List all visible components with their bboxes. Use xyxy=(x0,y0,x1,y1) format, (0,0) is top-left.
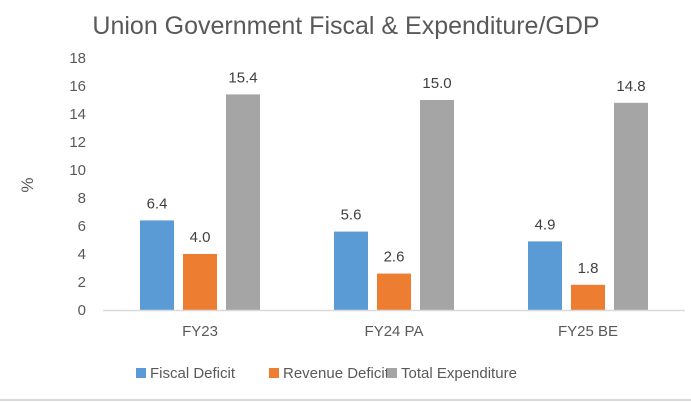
legend-item: Revenue Deficit xyxy=(269,365,390,382)
y-tick-label: 12 xyxy=(69,134,86,151)
bar-total-expenditure xyxy=(420,100,454,310)
legend-label: Revenue Deficit xyxy=(283,365,390,382)
legend-label: Fiscal Deficit xyxy=(150,365,236,382)
data-label: 4.0 xyxy=(190,229,211,246)
bar-revenue-deficit xyxy=(571,284,605,310)
y-tick-label: 10 xyxy=(69,162,86,179)
bar-revenue-deficit xyxy=(377,273,411,310)
category-labels: FY23 FY24 PA FY25 BE xyxy=(182,323,618,340)
legend-item: Total Expenditure xyxy=(387,365,517,382)
bar-total-expenditure xyxy=(226,94,260,311)
y-tick-label: 2 xyxy=(78,274,86,291)
bar-revenue-deficit xyxy=(183,254,217,310)
y-tick-label: 4 xyxy=(78,246,86,263)
y-tick-label: 6 xyxy=(78,218,86,235)
legend-label: Total Expenditure xyxy=(401,365,517,382)
bar-total-expenditure xyxy=(614,102,648,310)
x-tick-label: FY24 PA xyxy=(365,323,424,340)
data-label: 14.8 xyxy=(616,78,645,95)
data-label: 6.4 xyxy=(147,195,168,212)
data-label: 15.0 xyxy=(422,75,451,92)
legend-swatch xyxy=(269,368,279,378)
legend-item: Fiscal Deficit xyxy=(136,365,236,382)
y-tick-label: 14 xyxy=(69,106,86,123)
bar-fiscal-deficit xyxy=(140,220,174,310)
x-tick-label: FY23 xyxy=(182,323,218,340)
y-tick-label: 18 xyxy=(69,50,86,67)
y-tick-label: 0 xyxy=(78,302,86,319)
legend-swatch xyxy=(387,368,397,378)
data-label: 2.6 xyxy=(384,249,405,266)
data-labels: 6.4 4.0 15.4 5.6 2.6 15.0 4.9 1.8 14.8 xyxy=(147,69,646,276)
bar-fiscal-deficit xyxy=(528,241,562,310)
bottom-divider xyxy=(0,399,691,401)
data-label: 4.9 xyxy=(535,216,556,233)
data-label: 1.8 xyxy=(578,260,599,277)
bar-fiscal-deficit xyxy=(334,231,368,310)
data-label: 15.4 xyxy=(228,69,257,86)
y-tick-label: 8 xyxy=(78,190,86,207)
y-axis-label: % xyxy=(18,177,37,192)
chart-title: Union Government Fiscal & Expenditure/GD… xyxy=(92,12,599,40)
legend-swatch xyxy=(136,368,146,378)
y-axis-ticks: 0 2 4 6 8 10 12 14 16 18 xyxy=(69,50,86,319)
y-tick-label: 16 xyxy=(69,78,86,95)
x-tick-label: FY25 BE xyxy=(558,323,618,340)
data-label: 5.6 xyxy=(341,207,362,224)
bars xyxy=(140,94,648,311)
legend: Fiscal Deficit Revenue Deficit Total Expen… xyxy=(136,365,517,382)
